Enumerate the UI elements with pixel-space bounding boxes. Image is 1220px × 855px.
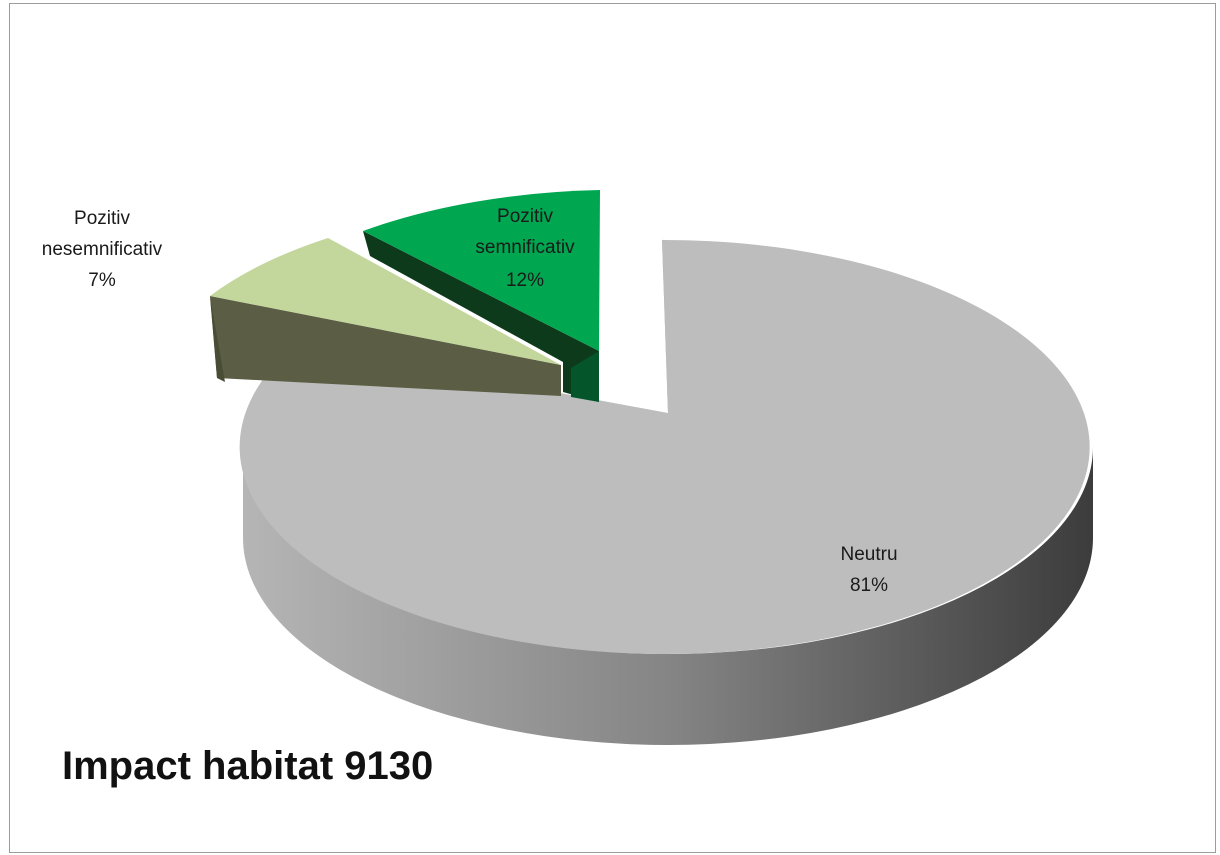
data-label-neutru: Neutru 81% xyxy=(840,544,897,596)
pie-slice-pozitiv-semnificativ-side xyxy=(363,231,599,402)
chart-title: Impact habitat 9130 xyxy=(62,744,434,788)
data-label-pozitiv-nesemnificativ-line2: nesemnificativ xyxy=(42,239,163,260)
pie-slice-neutru-top xyxy=(239,239,1090,654)
data-label-pozitiv-semnificativ-line1: Pozitiv xyxy=(497,206,553,227)
pie-slice-pozitiv-nesemnificativ-edge xyxy=(210,296,225,382)
data-label-pozitiv-semnificativ: Pozitiv semnificativ 12% xyxy=(475,206,575,291)
pie-slice-pozitiv-semnificativ xyxy=(363,190,600,402)
data-label-pozitiv-semnificativ-line2: semnificativ xyxy=(475,237,575,258)
pie-slice-neutru xyxy=(239,236,1093,745)
data-label-pozitiv-nesemnificativ: Pozitiv nesemnificativ 7% xyxy=(42,208,163,291)
pie-slice-neutru-side xyxy=(243,447,1093,745)
data-label-pozitiv-nesemnificativ-percent: 7% xyxy=(88,270,116,291)
pie-slice-pozitiv-nesemnificativ-side xyxy=(210,296,561,396)
data-label-pozitiv-nesemnificativ-line1: Pozitiv xyxy=(74,208,130,229)
data-label-neutru-name: Neutru xyxy=(840,544,897,565)
pie-slice-pozitiv-semnificativ-front xyxy=(571,351,599,402)
pie-slice-pozitiv-nesemnificativ-top xyxy=(210,238,561,365)
data-label-pozitiv-semnificativ-percent: 12% xyxy=(506,270,544,291)
pie-slice-pozitiv-semnificativ-top xyxy=(363,190,600,351)
pie-slice-neutru-cut-face xyxy=(662,236,668,413)
data-label-neutru-percent: 81% xyxy=(850,575,888,596)
pie-slice-pozitiv-nesemnificativ xyxy=(210,238,561,396)
